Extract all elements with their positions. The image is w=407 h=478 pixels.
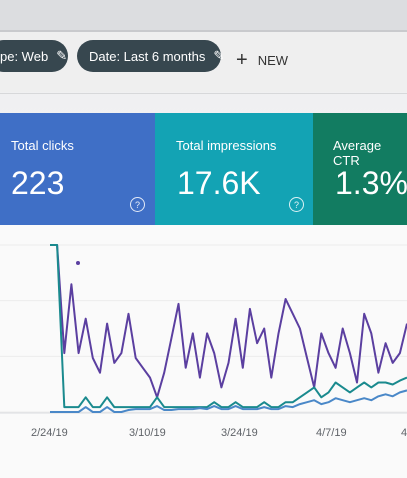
edit-pencil-icon[interactable]: ✎ <box>213 48 225 63</box>
search-type-filter-chip[interactable]: pe: Web ✎ <box>0 40 68 72</box>
data-point <box>76 261 80 265</box>
card-value: 17.6K <box>177 165 261 201</box>
card-value: 223 <box>11 165 65 201</box>
average-ctr-card[interactable]: Average CTR 1.3% <box>313 113 407 225</box>
browser-top-bar <box>0 0 407 30</box>
card-value: 1.3% <box>335 165 407 201</box>
x-axis-tick-label: 4/7/19 <box>316 427 347 439</box>
x-axis-tick-label: 3/10/19 <box>129 427 166 439</box>
date-chip-label: Date: Last 6 months <box>89 48 206 64</box>
x-axis-tick-label: 4 <box>401 427 407 439</box>
help-icon[interactable]: ? <box>130 197 145 212</box>
divider <box>0 30 407 32</box>
plus-icon: + <box>236 49 248 71</box>
x-axis-tick-label: 2/24/19 <box>31 427 68 439</box>
total-clicks-card[interactable]: Total clicks 223 ? <box>0 113 155 225</box>
x-axis-tick-label: 3/24/19 <box>221 427 258 439</box>
help-icon[interactable]: ? <box>289 197 304 212</box>
card-label: Average CTR <box>333 138 382 168</box>
series-line-1 <box>50 244 407 409</box>
new-button-label: NEW <box>257 53 289 68</box>
total-impressions-card[interactable]: Total impressions 17.6K ? <box>155 113 313 225</box>
edit-pencil-icon[interactable]: ✎ <box>56 48 68 63</box>
new-filter-button[interactable]: + NEW <box>236 49 288 72</box>
series-line-2 <box>50 389 407 413</box>
divider <box>0 93 407 94</box>
card-label: Total impressions <box>176 138 277 153</box>
series-line-0 <box>50 244 407 399</box>
date-filter-chip[interactable]: Date: Last 6 months ✎ <box>77 40 225 72</box>
search-type-chip-label: pe: Web <box>0 48 49 64</box>
card-label: Total clicks <box>11 138 74 153</box>
